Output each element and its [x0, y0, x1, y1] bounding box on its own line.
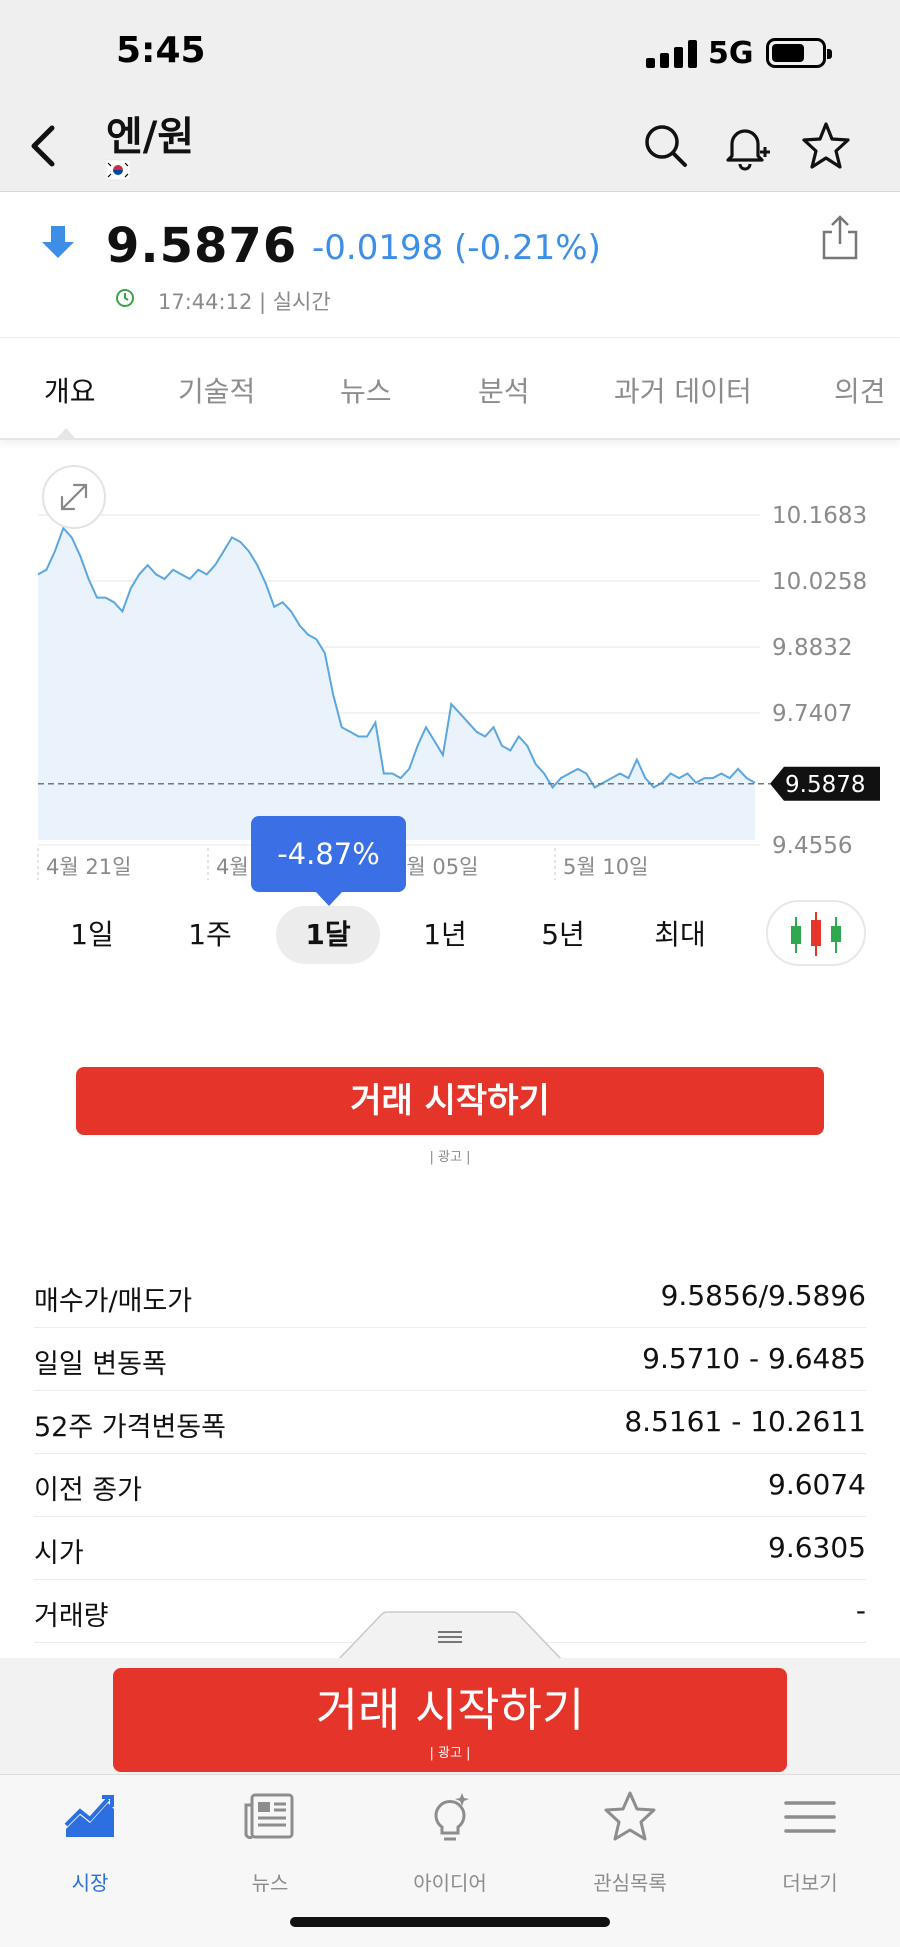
chart-svg: 9.5878 10.168310.02589.88329.74079.4556 … [37, 465, 880, 880]
ad-label: | 광고 | [429, 1150, 471, 1165]
arrow-down-icon [42, 226, 74, 258]
y-tick-label: 10.0258 [772, 569, 867, 595]
back-icon[interactable] [18, 118, 74, 174]
tab-label: 관심목록 [593, 1871, 667, 1895]
star-icon [604, 1791, 656, 1841]
quote-header: 9.5876 -0.0198 (-0.21%) 17:44:12 | 실시간 [0, 192, 900, 338]
header: 엔/원 [0, 100, 900, 192]
current-value-label: 9.5878 [785, 772, 865, 798]
battery-icon [766, 38, 832, 68]
stat-label: 거래량 [34, 1601, 109, 1632]
start-trading-button[interactable]: 거래 시작하기 [76, 1067, 824, 1135]
stat-row-prev-close: 이전 종가 9.6074 [34, 1454, 866, 1517]
bell-plus-icon[interactable] [718, 118, 774, 174]
menu-icon [784, 1801, 836, 1833]
expand-icon[interactable] [42, 465, 106, 529]
stat-value: 9.5856/9.5896 [660, 1279, 866, 1312]
tab-analysis[interactable]: 분석 [478, 375, 530, 408]
stat-value: - [855, 1594, 866, 1627]
quote-timestamp: 17:44:12 | 실시간 [158, 290, 331, 314]
candlestick-icon [791, 912, 841, 956]
tab-label: 더보기 [782, 1871, 838, 1895]
stat-value: 9.5710 - 9.6485 [642, 1342, 866, 1375]
y-tick-label: 9.7407 [772, 701, 852, 727]
current-price: 9.5876 [106, 218, 298, 274]
current-value-tag: 9.5878 [770, 766, 880, 801]
stat-label: 시가 [34, 1538, 84, 1569]
stats-table: 매수가/매도가 9.5856/9.5896 일일 변동폭 9.5710 - 9.… [34, 1265, 866, 1643]
signal-icon [646, 40, 698, 68]
tab-label: 아이디어 [413, 1871, 487, 1895]
tab-opinion[interactable]: 의견 [834, 375, 886, 408]
period-change-tooltip: -4.87% [251, 816, 406, 906]
tab-historical-data[interactable]: 과거 데이터 [614, 375, 752, 408]
start-trading-banner[interactable]: 거래 시작하기 [113, 1668, 787, 1772]
stat-value: 9.6305 [768, 1531, 866, 1564]
clock-icon [116, 289, 134, 307]
stat-row-volume: 거래량 - [34, 1580, 866, 1643]
price-chart[interactable]: 9.5878 10.1683 10.0258 9.8832 9.7407 9.4556 … [0, 440, 900, 880]
stat-value: 9.6074 [768, 1468, 866, 1501]
tab-market[interactable]: 시장 [20, 1789, 160, 1899]
stat-label: 매수가/매도가 [34, 1286, 193, 1317]
stat-row-52w-range: 52주 가격변동폭 8.5161 - 10.2611 [34, 1391, 866, 1454]
range-1d[interactable]: 1일 [70, 918, 114, 951]
tab-overview[interactable]: 개요 [44, 375, 96, 408]
chart-trend-icon [64, 1795, 114, 1837]
newspaper-icon [244, 1793, 294, 1840]
stat-value: 8.5161 - 10.2611 [624, 1405, 866, 1438]
range-1w[interactable]: 1주 [188, 918, 232, 951]
status-time: 5:45 [116, 30, 206, 71]
lightbulb-icon [434, 1793, 469, 1841]
tab-news[interactable]: 뉴스 [340, 375, 392, 408]
active-tab-indicator [57, 428, 75, 438]
range-5y[interactable]: 5년 [541, 918, 585, 951]
candlestick-toggle-button[interactable] [766, 900, 866, 966]
tab-news-feed[interactable]: 뉴스 [200, 1789, 340, 1899]
status-bar: 5:45 5G [0, 0, 900, 100]
ad-label: | 광고 | [429, 1746, 471, 1761]
tab-watchlist[interactable]: 관심목록 [560, 1789, 700, 1899]
tab-label: 시장 [71, 1871, 109, 1895]
current-value-tag-bg [770, 766, 880, 801]
search-icon[interactable] [638, 118, 694, 174]
stat-label: 일일 변동폭 [34, 1349, 167, 1380]
stat-label: 52주 가격변동폭 [34, 1412, 226, 1443]
tab-more[interactable]: 더보기 [740, 1789, 880, 1899]
y-tick-label: 10.1683 [772, 503, 867, 529]
tab-ideas[interactable]: 아이디어 [380, 1789, 520, 1899]
home-indicator [290, 1917, 610, 1927]
korea-flag-icon [106, 159, 130, 181]
x-tick-label: 5월 10일 [563, 855, 648, 879]
tab-label: 뉴스 [251, 1871, 289, 1895]
star-icon[interactable] [798, 118, 854, 174]
drawer-handle[interactable] [338, 1610, 562, 1660]
range-1y[interactable]: 1년 [423, 918, 467, 951]
range-1m[interactable]: 1달 [276, 906, 380, 964]
stat-row-bid-ask: 매수가/매도가 9.5856/9.5896 [34, 1265, 866, 1328]
chart-line [37, 526, 756, 790]
x-tick-label: 5월 05일 [393, 855, 478, 879]
section-tabs: 개요 기술적 뉴스 분석 과거 데이터 의견 [0, 338, 900, 440]
price-change: -0.0198 (-0.21%) [312, 228, 601, 268]
range-max[interactable]: 최대 [654, 918, 706, 951]
share-icon[interactable] [814, 212, 866, 264]
chart-area [38, 528, 755, 840]
page-title: 엔/원 [106, 114, 195, 160]
stat-label: 이전 종가 [34, 1475, 142, 1506]
tab-technical[interactable]: 기술적 [178, 375, 256, 408]
stat-row-day-range: 일일 변동폭 9.5710 - 9.6485 [34, 1328, 866, 1391]
stat-row-open: 시가 9.6305 [34, 1517, 866, 1580]
y-tick-label: 9.8832 [772, 635, 852, 661]
y-tick-label: 9.4556 [772, 833, 852, 859]
network-label: 5G [708, 36, 754, 71]
x-tick-label: 4월 21일 [46, 855, 131, 879]
